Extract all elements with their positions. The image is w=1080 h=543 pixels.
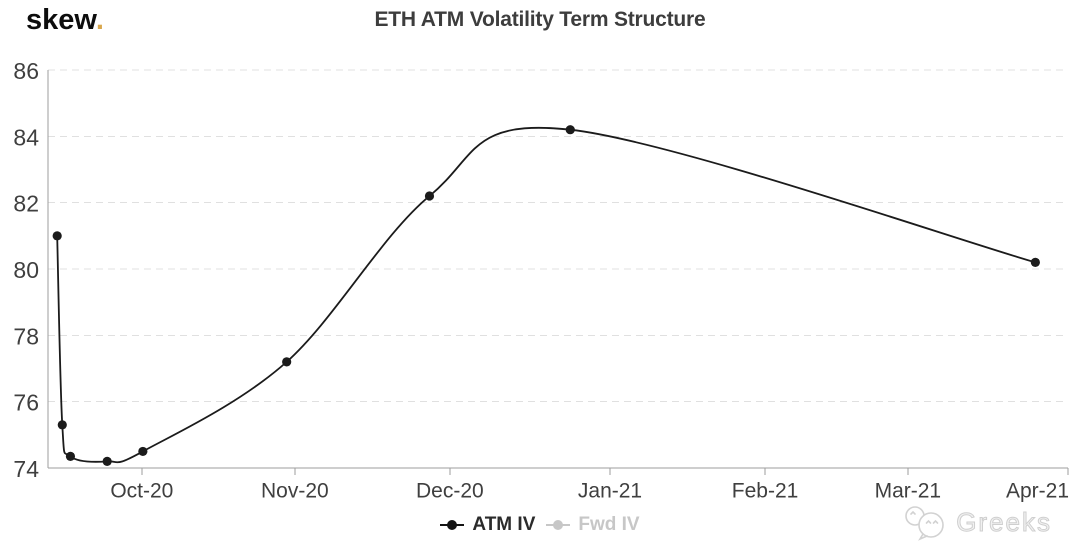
atm-iv-data-point[interactable] xyxy=(138,446,148,457)
legend-item-fwd-iv[interactable]: Fwd IV xyxy=(546,514,640,536)
chart-legend: ATM IV Fwd IV xyxy=(0,511,1080,539)
skew-logo-dot: . xyxy=(95,4,104,36)
x-axis-label: Mar-21 xyxy=(875,479,942,502)
y-axis-label: 74 xyxy=(13,456,39,482)
legend-item-atm-iv[interactable]: ATM IV xyxy=(440,514,535,536)
watermark-text: Greeks xyxy=(956,506,1052,537)
skew-logo-text: skew xyxy=(26,4,96,36)
x-axis-label: Dec-20 xyxy=(416,479,484,502)
y-axis-label: 84 xyxy=(13,124,39,150)
y-axis-label: 80 xyxy=(13,257,39,283)
atm-iv-data-point[interactable] xyxy=(282,357,292,367)
y-axis-label: 76 xyxy=(13,390,39,416)
skew-logo: skew. xyxy=(26,4,104,37)
x-axis-label: Nov-20 xyxy=(261,479,329,502)
legend-label-fwd-iv: Fwd IV xyxy=(578,514,640,535)
atm-iv-data-point[interactable] xyxy=(424,191,435,201)
x-axis-label: Jan-21 xyxy=(578,479,642,502)
y-axis-label: 82 xyxy=(13,191,39,217)
atm-iv-data-point[interactable] xyxy=(52,231,62,241)
atm-iv-data-point[interactable] xyxy=(102,456,112,466)
x-axis-label: Apr-21 xyxy=(1006,479,1069,502)
x-axis-label: Oct-20 xyxy=(110,479,173,502)
x-axis-label: Feb-21 xyxy=(732,479,799,502)
atm-iv-data-point[interactable] xyxy=(65,451,76,461)
atm-iv-data-point[interactable] xyxy=(57,420,67,430)
chart-title: ETH ATM Volatility Term Structure xyxy=(374,8,706,31)
fwd-iv-legend-marker-icon xyxy=(546,520,571,530)
greeks-watermark: Greeks xyxy=(900,503,1052,541)
wechat-chat-bubbles-icon xyxy=(905,506,944,541)
y-axis-label: 86 xyxy=(13,58,39,84)
atm-iv-curve xyxy=(56,126,1037,464)
atm-iv-legend-marker-icon xyxy=(440,520,465,530)
atm-iv-data-point[interactable] xyxy=(565,125,575,135)
atm-iv-data-point[interactable] xyxy=(1030,257,1040,267)
y-axis-label: 78 xyxy=(13,323,39,349)
legend-label-atm-iv: ATM IV xyxy=(472,514,536,535)
